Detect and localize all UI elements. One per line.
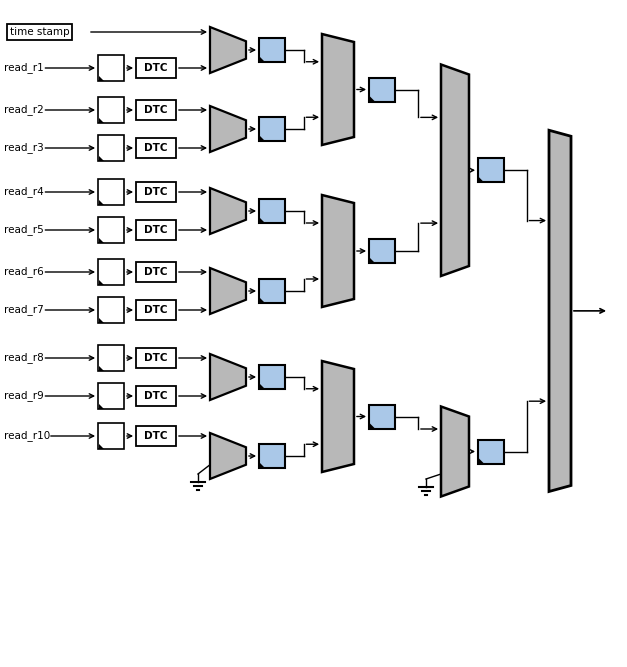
Text: read_r2: read_r2 <box>4 105 44 115</box>
Text: time stamp: time stamp <box>10 27 70 37</box>
FancyBboxPatch shape <box>98 55 124 81</box>
Polygon shape <box>99 118 104 123</box>
FancyBboxPatch shape <box>98 179 124 205</box>
Text: DTC: DTC <box>144 63 168 73</box>
Polygon shape <box>99 404 104 409</box>
FancyBboxPatch shape <box>369 239 395 263</box>
Text: DTC: DTC <box>144 143 168 153</box>
Polygon shape <box>479 458 484 464</box>
FancyBboxPatch shape <box>136 182 176 202</box>
FancyBboxPatch shape <box>369 77 395 101</box>
Polygon shape <box>260 218 265 223</box>
FancyBboxPatch shape <box>136 262 176 282</box>
Polygon shape <box>99 200 104 205</box>
Polygon shape <box>210 268 246 314</box>
FancyBboxPatch shape <box>98 259 124 285</box>
FancyBboxPatch shape <box>136 300 176 320</box>
Polygon shape <box>441 65 469 276</box>
FancyBboxPatch shape <box>136 348 176 368</box>
FancyBboxPatch shape <box>98 135 124 161</box>
Polygon shape <box>99 366 104 371</box>
FancyBboxPatch shape <box>478 440 504 464</box>
Text: read_r7: read_r7 <box>4 305 44 315</box>
FancyBboxPatch shape <box>98 345 124 371</box>
FancyBboxPatch shape <box>98 383 124 409</box>
Polygon shape <box>441 406 469 496</box>
Polygon shape <box>322 34 354 145</box>
Polygon shape <box>260 463 265 468</box>
Text: DTC: DTC <box>144 305 168 315</box>
Polygon shape <box>210 354 246 400</box>
Polygon shape <box>322 195 354 307</box>
Text: read_r6: read_r6 <box>4 267 44 277</box>
Polygon shape <box>260 136 265 141</box>
FancyBboxPatch shape <box>259 365 285 389</box>
FancyBboxPatch shape <box>259 279 285 303</box>
Text: DTC: DTC <box>144 225 168 235</box>
Polygon shape <box>99 318 104 323</box>
Text: read_r10: read_r10 <box>4 430 50 442</box>
Text: DTC: DTC <box>144 431 168 441</box>
FancyBboxPatch shape <box>136 100 176 120</box>
Polygon shape <box>370 97 375 101</box>
Text: DTC: DTC <box>144 391 168 401</box>
Polygon shape <box>99 280 104 285</box>
Polygon shape <box>549 130 571 492</box>
FancyBboxPatch shape <box>259 199 285 223</box>
Polygon shape <box>322 361 354 472</box>
Polygon shape <box>479 177 484 182</box>
Polygon shape <box>99 76 104 81</box>
Text: DTC: DTC <box>144 267 168 277</box>
FancyBboxPatch shape <box>259 444 285 468</box>
Polygon shape <box>210 27 246 73</box>
Polygon shape <box>260 57 265 62</box>
Polygon shape <box>260 384 265 389</box>
Text: DTC: DTC <box>144 353 168 363</box>
Text: read_r1: read_r1 <box>4 63 44 73</box>
Polygon shape <box>370 258 375 263</box>
Text: read_r8: read_r8 <box>4 353 44 364</box>
Text: read_r5: read_r5 <box>4 225 44 235</box>
FancyBboxPatch shape <box>136 386 176 406</box>
FancyBboxPatch shape <box>136 138 176 158</box>
FancyBboxPatch shape <box>369 404 395 428</box>
FancyBboxPatch shape <box>478 158 504 182</box>
Text: DTC: DTC <box>144 187 168 197</box>
Polygon shape <box>99 444 104 449</box>
FancyBboxPatch shape <box>136 220 176 240</box>
FancyBboxPatch shape <box>259 38 285 62</box>
Polygon shape <box>370 424 375 428</box>
Text: read_r4: read_r4 <box>4 187 44 197</box>
FancyBboxPatch shape <box>98 217 124 243</box>
Text: DTC: DTC <box>144 105 168 115</box>
FancyBboxPatch shape <box>136 426 176 446</box>
Polygon shape <box>99 238 104 243</box>
FancyBboxPatch shape <box>98 97 124 123</box>
Text: read_r3: read_r3 <box>4 143 44 153</box>
FancyBboxPatch shape <box>98 297 124 323</box>
FancyBboxPatch shape <box>259 117 285 141</box>
Polygon shape <box>99 156 104 161</box>
Text: read_r9: read_r9 <box>4 391 44 402</box>
FancyBboxPatch shape <box>136 58 176 78</box>
Polygon shape <box>210 106 246 152</box>
Polygon shape <box>260 298 265 303</box>
Polygon shape <box>210 433 246 479</box>
FancyBboxPatch shape <box>98 423 124 449</box>
Polygon shape <box>210 188 246 234</box>
